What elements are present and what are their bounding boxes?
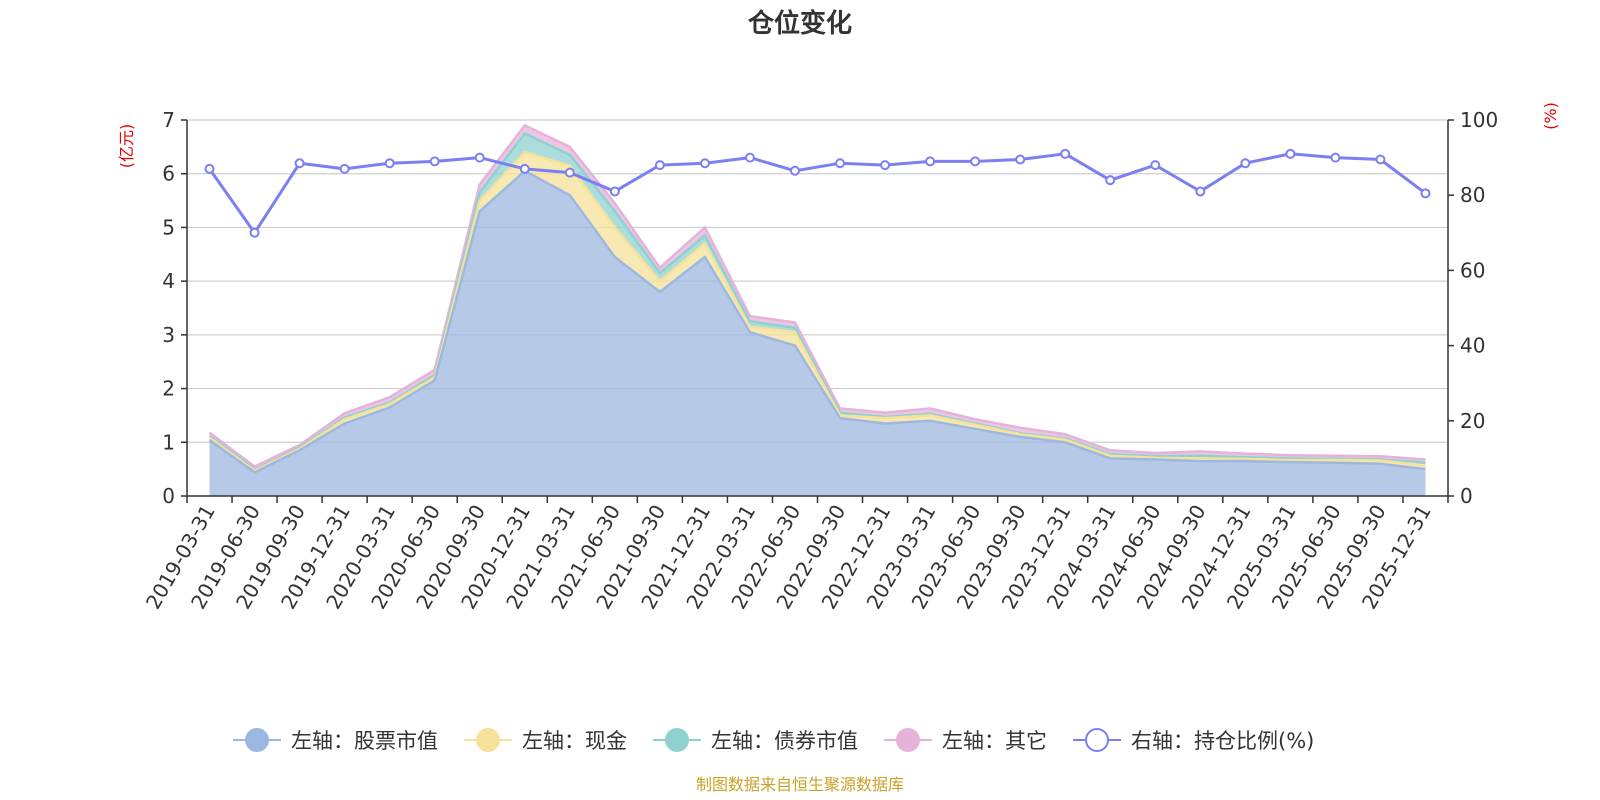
ratio-line-series [204, 148, 1431, 238]
legend-marker [1085, 728, 1109, 752]
left-tick-label: 3 [162, 323, 175, 347]
ratio-point [744, 152, 755, 163]
right-axis-unit: (%) [1541, 102, 1560, 130]
ratio-point [1060, 148, 1071, 159]
legend-marker [665, 728, 689, 752]
legend-marker [476, 728, 500, 752]
ratio-point [1105, 175, 1116, 186]
stacked-areas [208, 123, 1426, 496]
area-左轴：股票市值 [209, 171, 1426, 496]
ratio-point [249, 227, 260, 238]
ratio-point [609, 186, 620, 197]
right-tick-label: 80 [1460, 183, 1485, 207]
ratio-point [1240, 158, 1251, 169]
ratio-line [208, 152, 1427, 236]
legend-label: 左轴：股票市值 [291, 729, 438, 753]
right-tick-label: 0 [1460, 484, 1473, 508]
ratio-point [519, 163, 530, 174]
legend-label: 右轴：持仓比例(%) [1131, 729, 1314, 753]
ratio-point [204, 163, 215, 174]
legend-label: 左轴：其它 [942, 729, 1047, 753]
ratio-point [564, 167, 575, 178]
left-tick-label: 1 [162, 430, 175, 454]
ratio-point [384, 158, 395, 169]
ratio-point [970, 156, 981, 167]
ratio-point [925, 156, 936, 167]
ratio-point [654, 160, 665, 171]
ratio-point [429, 156, 440, 167]
ratio-point [1375, 154, 1386, 165]
legend-marker [245, 728, 269, 752]
legend-label: 左轴：现金 [522, 729, 627, 753]
ratio-point [1420, 188, 1431, 199]
left-tick-label: 5 [162, 215, 175, 239]
ratio-point [1330, 152, 1341, 163]
right-tick-label: 60 [1460, 258, 1485, 282]
ratio-point [1150, 160, 1161, 171]
ratio-point [835, 158, 846, 169]
area-edge-左轴：现金 [208, 150, 1426, 473]
ratio-point [339, 163, 350, 174]
ratio-point [699, 158, 710, 169]
legend-marker [896, 728, 920, 752]
data-source-note: 制图数据来自恒生聚源数据库 [696, 775, 904, 794]
legend-label: 左轴：债券市值 [711, 729, 858, 753]
left-tick-label: 4 [162, 269, 175, 293]
left-tick-label: 7 [162, 108, 175, 132]
ratio-point [294, 158, 305, 169]
left-axis-unit: (亿元) [117, 124, 136, 169]
axes: 012345670204060801002019-03-312019-06-30… [141, 108, 1498, 613]
area-edge-左轴：股票市值 [208, 169, 1426, 474]
ratio-point [1015, 154, 1026, 165]
legend: 左轴：股票市值 左轴：现金 左轴：债券市值 左轴：其它 右轴：持仓比例(%) [233, 728, 1314, 753]
right-tick-label: 20 [1460, 409, 1485, 433]
left-tick-label: 0 [162, 484, 175, 508]
ratio-point [789, 165, 800, 176]
left-tick-label: 2 [162, 377, 175, 401]
chart-title: 仓位变化 [747, 8, 852, 39]
ratio-point [880, 160, 891, 171]
ratio-point [474, 152, 485, 163]
left-tick-label: 6 [162, 162, 175, 186]
gridlines [187, 119, 1448, 443]
area-edge-左轴：债券市值 [208, 131, 1426, 472]
ratio-point [1285, 148, 1296, 159]
right-tick-label: 100 [1460, 108, 1498, 132]
right-tick-label: 40 [1460, 334, 1485, 358]
area-edge-左轴：其它 [208, 123, 1426, 468]
ratio-point [1195, 186, 1206, 197]
